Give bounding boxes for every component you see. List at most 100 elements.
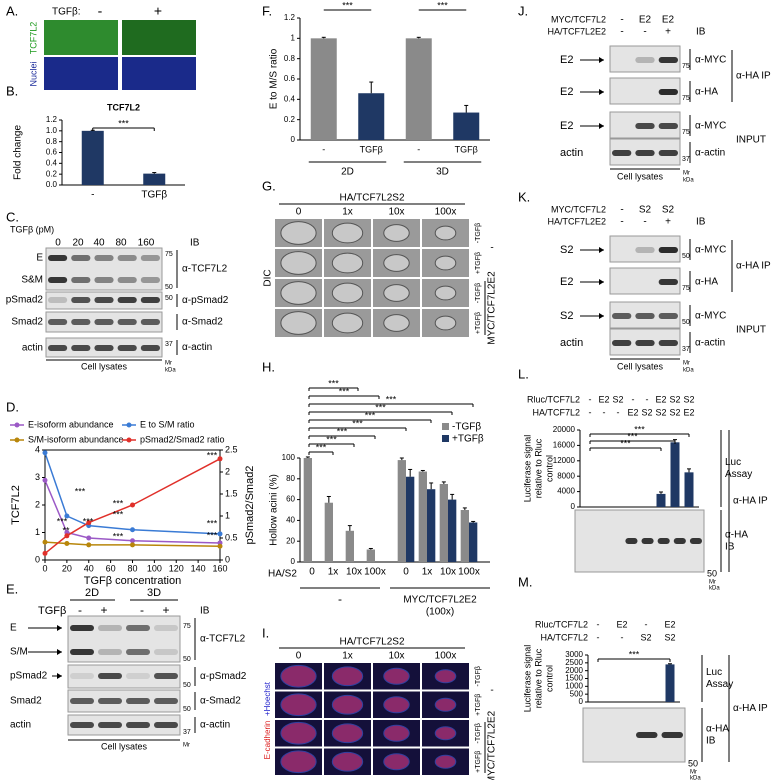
label: - <box>490 243 493 254</box>
y2-label: pSmad2/Smad2 <box>244 466 256 545</box>
label: actin <box>10 720 31 731</box>
spheroid <box>280 221 317 245</box>
y-tick-label: 0.2 <box>284 115 296 124</box>
band <box>70 625 94 631</box>
bar <box>406 476 415 562</box>
label: Cell lysates <box>617 361 664 371</box>
label: 37 <box>682 156 690 163</box>
significance: *** <box>629 649 640 659</box>
label: Cell lysates <box>101 741 148 751</box>
label: Rluc/TCF7L2 <box>527 394 580 404</box>
error-bar <box>420 469 425 472</box>
error-bar <box>450 493 455 500</box>
band <box>154 698 178 704</box>
point <box>217 531 223 537</box>
label: - <box>620 27 623 38</box>
significance: *** <box>620 438 631 448</box>
band <box>117 277 137 283</box>
label: +TGFβ <box>475 312 482 334</box>
error-bar <box>326 495 331 503</box>
bar <box>418 471 427 562</box>
significance: *** <box>328 378 339 388</box>
panel-letter: G. <box>262 178 276 193</box>
y-tick-label: 1 <box>35 527 40 537</box>
error-bar <box>659 491 663 494</box>
band <box>661 732 683 738</box>
error-bar <box>152 172 157 174</box>
panel-letter: M. <box>518 574 532 589</box>
y-tick-label: 20 <box>286 536 295 545</box>
label: - <box>617 407 620 417</box>
y-tick-label: 0.2 <box>46 169 58 178</box>
spheroid <box>383 314 410 332</box>
label: Mr <box>683 171 690 177</box>
y-tick-label: 1.2 <box>284 13 296 22</box>
label: +TGFβ <box>475 252 482 274</box>
spheroid <box>331 312 364 334</box>
y-tick-label: 3000 <box>565 650 583 659</box>
band <box>658 89 678 95</box>
label: E2 <box>655 394 666 404</box>
label: Smad2 <box>10 696 42 707</box>
spheroid <box>434 697 457 712</box>
error-bar <box>668 663 672 665</box>
label: kDa <box>683 178 694 184</box>
y-tick-label: 0.8 <box>46 137 58 146</box>
label: 160 <box>138 238 155 249</box>
label: Mr <box>690 770 697 776</box>
label: 50 <box>165 295 173 302</box>
label: S2 <box>664 632 675 642</box>
label: MYC/TCF7L2E2 <box>403 595 477 606</box>
label: 50 <box>682 319 690 326</box>
label: E2 <box>560 54 573 66</box>
bar <box>448 499 457 562</box>
label: -TGFβ <box>475 723 482 743</box>
band <box>635 150 655 156</box>
y-tick-label: 0.8 <box>284 54 296 63</box>
error-bar <box>416 36 421 39</box>
label: 75 <box>682 285 690 292</box>
arrow-head <box>57 649 62 655</box>
blot <box>67 664 181 689</box>
y-label: Luciferase signal <box>522 645 532 713</box>
spheroid <box>434 754 457 769</box>
panel-letter: A. <box>6 3 18 18</box>
label: α-HA IP <box>736 71 771 82</box>
label: 50 <box>183 682 191 689</box>
label: 37 <box>165 341 173 348</box>
band <box>48 297 68 303</box>
band <box>98 649 122 655</box>
label: E-cadherin <box>263 721 272 760</box>
spheroid <box>331 694 364 715</box>
label: S2 <box>669 394 680 404</box>
band <box>673 538 686 544</box>
band <box>126 673 150 679</box>
band <box>98 722 122 728</box>
y-tick-label: 0.4 <box>284 94 296 103</box>
label: E2 <box>664 619 675 629</box>
bar <box>303 458 312 562</box>
annotation: *** <box>83 516 94 526</box>
y-tick-label: 2 <box>35 499 40 509</box>
y-tick-label: 0 <box>291 557 296 566</box>
spheroid <box>434 225 457 241</box>
label: IB <box>696 217 706 228</box>
y-tick-label: 0 <box>579 697 584 706</box>
label: + <box>665 217 671 228</box>
y-tick-label: 16000 <box>553 441 576 450</box>
label: HA/TCF7L2 <box>540 632 588 642</box>
arrow-head <box>599 313 604 319</box>
label: α-actin <box>200 720 230 731</box>
significance: *** <box>339 386 350 396</box>
bar <box>665 664 675 702</box>
y-tick-label: 8000 <box>557 471 575 480</box>
band <box>71 255 91 261</box>
label: α-HA IP <box>733 703 768 714</box>
label: Mr <box>183 743 190 749</box>
blot <box>67 615 181 663</box>
point <box>130 538 135 544</box>
panel-letter: H. <box>262 359 275 374</box>
band <box>140 277 160 283</box>
error-bar <box>347 525 352 531</box>
y-tick-label: 0.6 <box>46 148 58 157</box>
